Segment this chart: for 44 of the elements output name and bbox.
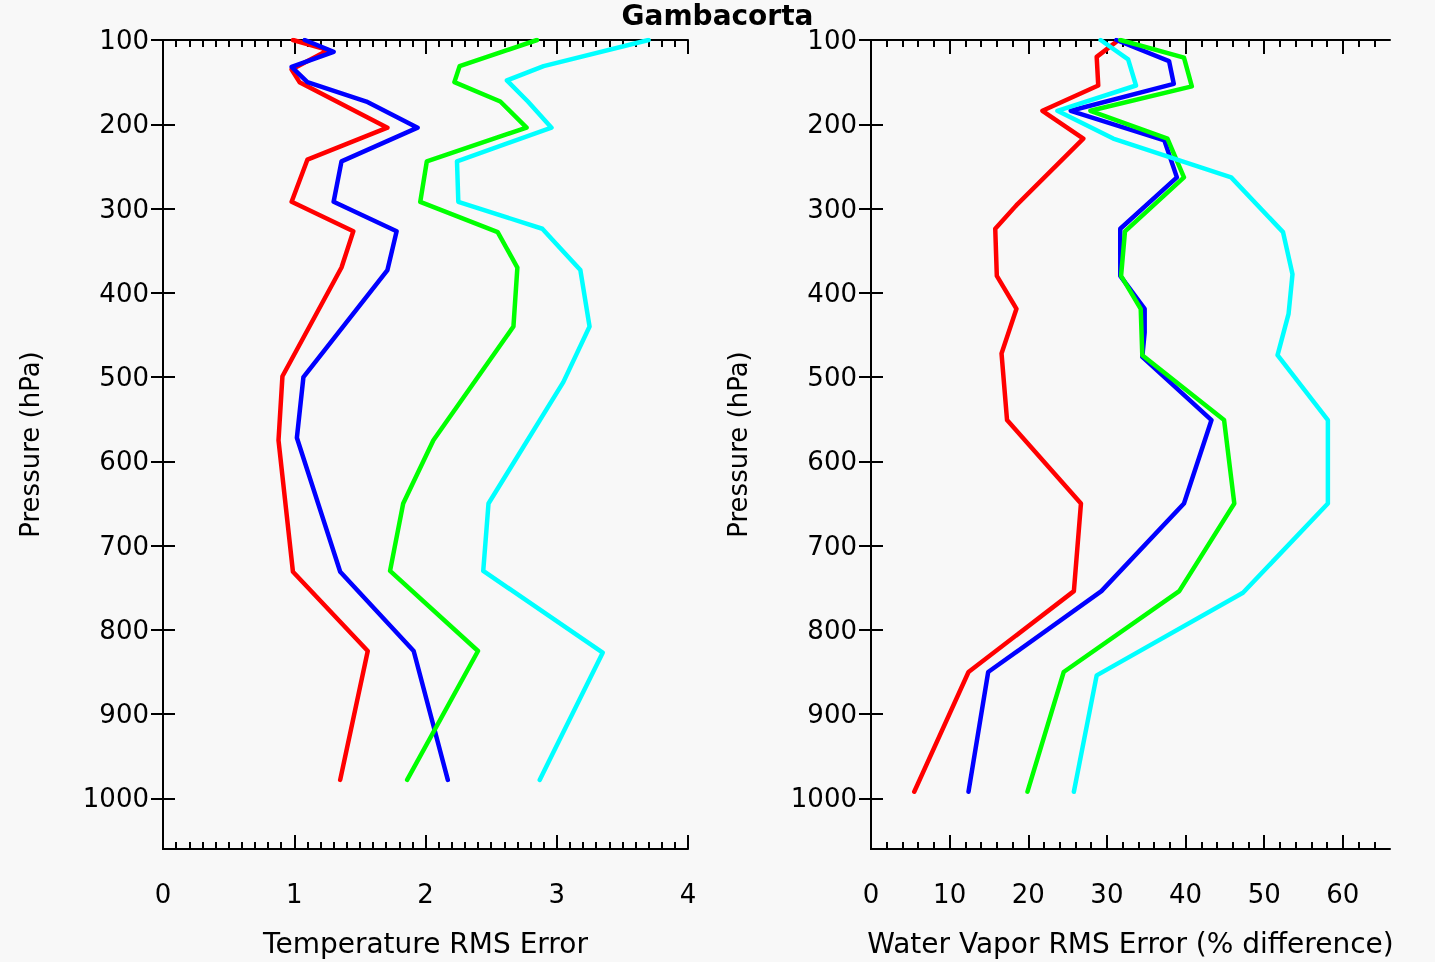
y-tick-label: 300 bbox=[99, 193, 149, 224]
y-tick-label: 200 bbox=[807, 109, 857, 140]
y-tick-label: 1000 bbox=[82, 783, 149, 814]
y-tick-label: 300 bbox=[807, 193, 857, 224]
y-axis-title: Pressure (hPa) bbox=[15, 351, 45, 538]
x-tick-label: 10 bbox=[933, 879, 967, 909]
x-tick-label: 30 bbox=[1090, 879, 1124, 909]
x-tick-label: 3 bbox=[548, 879, 566, 909]
line-series bbox=[387, 37, 540, 783]
y-tick-label: 700 bbox=[807, 530, 857, 561]
y-tick-label: 600 bbox=[99, 446, 149, 477]
y-tick-label: 400 bbox=[99, 277, 149, 308]
y-tick-label: 900 bbox=[99, 699, 149, 730]
line-series bbox=[912, 39, 1119, 794]
y-tick-label: 500 bbox=[807, 362, 857, 393]
y-tick-label: 800 bbox=[99, 614, 149, 645]
y-tick-label: 900 bbox=[807, 699, 857, 730]
x-tick-label: 40 bbox=[1169, 879, 1203, 909]
x-tick-label: 2 bbox=[417, 879, 434, 909]
line-series bbox=[289, 37, 451, 783]
y-tick-label: 1000 bbox=[790, 783, 857, 814]
line-series bbox=[1025, 37, 1237, 794]
x-tick-label: 60 bbox=[1326, 879, 1360, 909]
x-tick-label: 4 bbox=[679, 879, 697, 909]
y-tick-label: 200 bbox=[99, 109, 149, 140]
y-tick-label: 600 bbox=[807, 446, 857, 477]
x-tick-label: 1 bbox=[285, 879, 303, 909]
line-series bbox=[454, 37, 651, 783]
x-axis-title: Water Vapor RMS Error (% difference) bbox=[867, 926, 1394, 960]
y-tick-label: 500 bbox=[99, 362, 149, 393]
x-tick-label: 50 bbox=[1247, 879, 1281, 909]
x-tick-label: 0 bbox=[862, 879, 880, 909]
y-tick-label: 100 bbox=[99, 25, 149, 55]
x-axis-title: Temperature RMS Error bbox=[262, 926, 589, 960]
line-series bbox=[276, 37, 390, 783]
x-tick-label: 0 bbox=[154, 879, 172, 909]
line-series bbox=[966, 37, 1214, 794]
x-tick-label: 20 bbox=[1011, 879, 1045, 909]
y-tick-label: 700 bbox=[99, 530, 149, 561]
y-axis-title: Pressure (hPa) bbox=[723, 351, 753, 538]
y-tick-label: 400 bbox=[807, 277, 857, 308]
y-tick-label: 100 bbox=[807, 25, 857, 55]
line-series bbox=[1055, 37, 1331, 794]
y-tick-label: 800 bbox=[807, 614, 857, 645]
